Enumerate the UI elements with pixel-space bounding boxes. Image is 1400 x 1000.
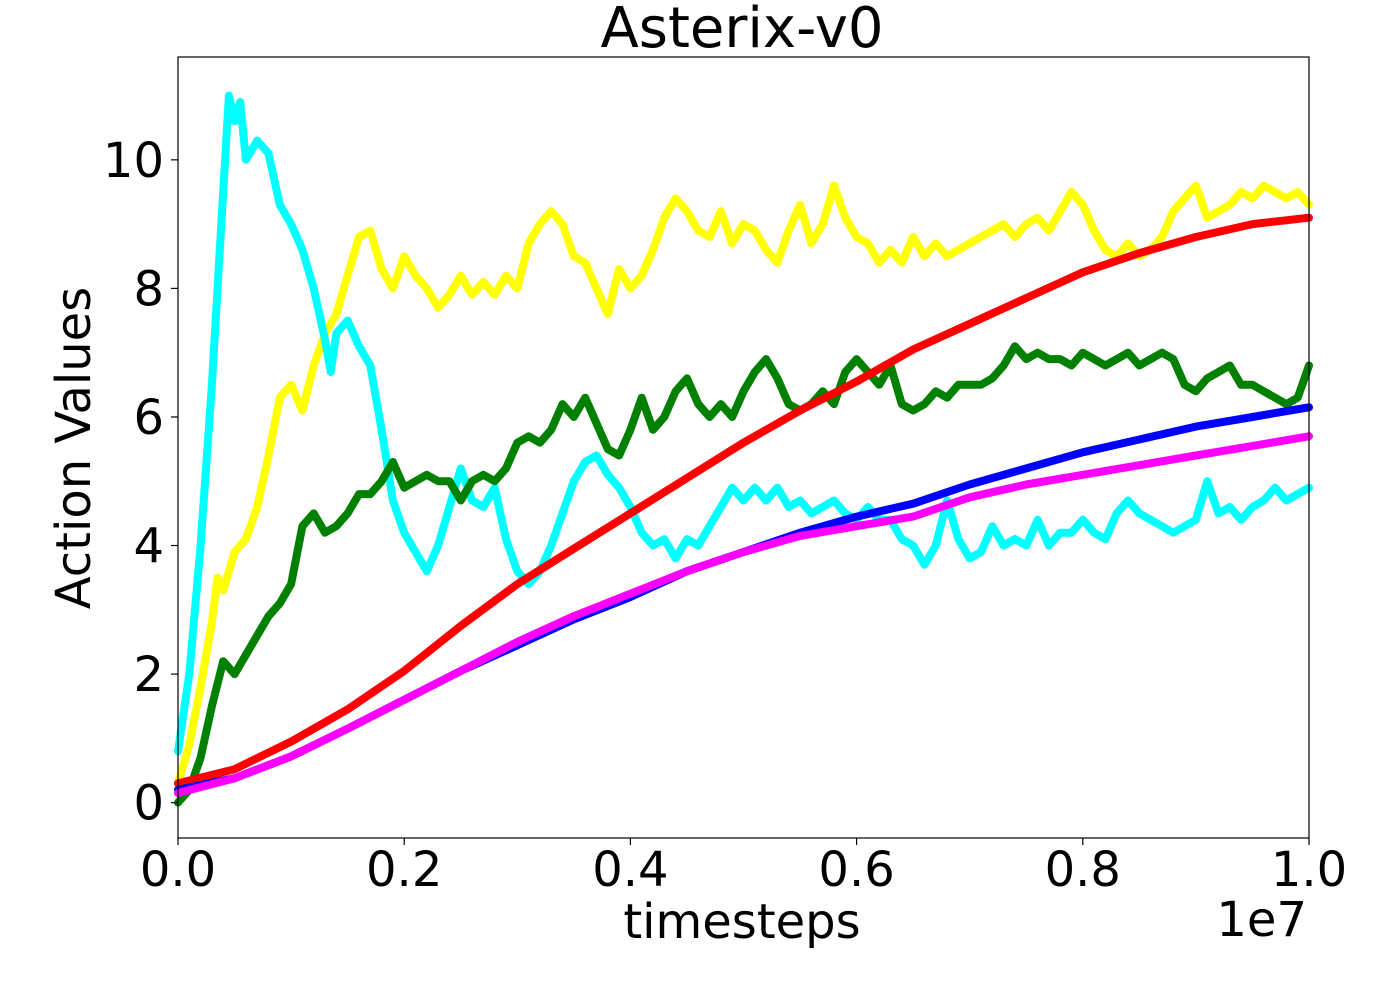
x-tick-label: 1.0 [1271, 842, 1347, 898]
series-line-6 [174, 432, 1313, 797]
x-tick-label: 0.8 [1045, 842, 1121, 898]
x-tick-label: 0.2 [366, 842, 442, 898]
series-line-2 [174, 91, 1313, 756]
x-axis-label: timesteps [623, 894, 860, 950]
series-line-4 [174, 213, 1313, 788]
chart-title: Asterix-v0 [600, 0, 883, 61]
y-axis-ticks: 0 2 4 6 8 10 [103, 133, 178, 832]
plot-frame [177, 56, 1310, 839]
y-tick-label: 10 [103, 133, 164, 189]
x-axis-ticks: 0.0 0.2 0.4 0.6 0.8 1.0 [140, 838, 1347, 898]
x-tick-label: 0.0 [140, 842, 216, 898]
y-axis-label: Action Values [46, 287, 102, 609]
y-tick-label: 0 [133, 776, 164, 832]
series-line-3 [174, 342, 1313, 807]
y-tick-label: 8 [133, 261, 164, 317]
y-tick-label: 4 [133, 519, 164, 575]
series-layer [174, 91, 1313, 807]
series-line-1 [174, 181, 1313, 788]
x-tick-label: 0.4 [592, 842, 668, 898]
y-tick-label: 6 [133, 390, 164, 446]
x-tick-label: 0.6 [818, 842, 894, 898]
y-tick-label: 2 [133, 647, 164, 703]
x-axis-offset-label: 1e7 [1216, 892, 1307, 948]
